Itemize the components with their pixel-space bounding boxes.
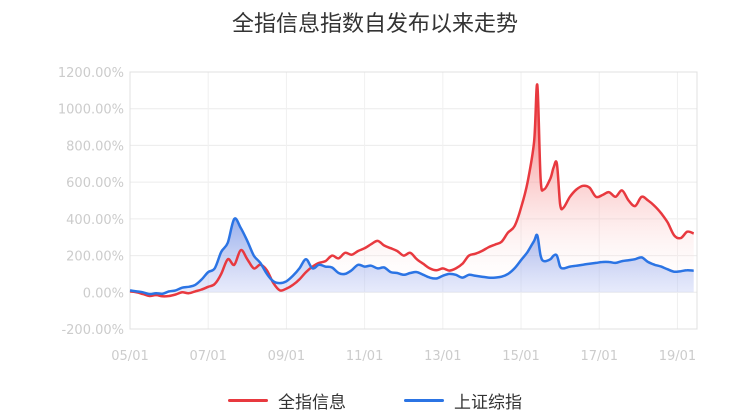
- chart-plot: 1200.00% 1000.00% 800.00% 600.00% 400.00% 200…: [0, 0, 750, 380]
- legend-swatch-series2: [404, 399, 444, 402]
- y-tick-label: 400.00%: [66, 213, 124, 228]
- y-tick-label: 0.00%: [83, 286, 124, 301]
- x-tick-label: 09/01: [268, 349, 305, 364]
- y-tick-label: 600.00%: [66, 176, 124, 191]
- x-tick-label: 07/01: [189, 349, 226, 364]
- x-tick-label: 13/01: [424, 349, 461, 364]
- y-tick-label: -200.00%: [61, 323, 124, 338]
- legend-item-series2[interactable]: 上证综指: [404, 388, 522, 413]
- x-tick-label: 11/01: [346, 349, 383, 364]
- legend-item-series1[interactable]: 全指信息: [228, 388, 346, 413]
- legend-label-series2: 上证综指: [454, 388, 522, 413]
- x-tick-label: 17/01: [581, 349, 618, 364]
- y-tick-label: 1200.00%: [58, 66, 124, 81]
- x-tick-label: 05/01: [111, 349, 148, 364]
- legend-swatch-series1: [228, 399, 268, 402]
- y-tick-label: 1000.00%: [58, 103, 124, 118]
- y-tick-label: 800.00%: [66, 139, 124, 154]
- chart-legend: 全指信息 上证综指: [0, 388, 750, 413]
- y-tick-label: 200.00%: [66, 250, 124, 265]
- x-tick-label: 19/01: [659, 349, 696, 364]
- x-tick-label: 15/01: [502, 349, 539, 364]
- legend-label-series1: 全指信息: [278, 388, 346, 413]
